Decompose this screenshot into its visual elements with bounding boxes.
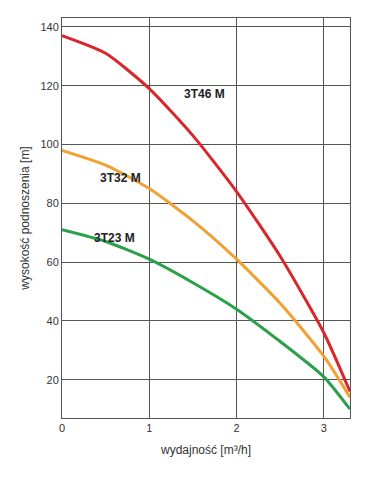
svg-text:0: 0 (59, 422, 65, 434)
svg-text:40: 40 (47, 315, 59, 327)
svg-text:wysokość podnoszenia [m]: wysokość podnoszenia [m] (18, 146, 32, 290)
svg-text:3T23 M: 3T23 M (94, 231, 135, 245)
svg-text:1: 1 (146, 422, 152, 434)
svg-text:80: 80 (47, 197, 59, 209)
svg-text:100: 100 (40, 138, 58, 150)
svg-text:20: 20 (47, 374, 59, 386)
svg-text:3: 3 (321, 422, 327, 434)
svg-text:140: 140 (40, 21, 58, 33)
svg-text:2: 2 (233, 422, 239, 434)
svg-text:3T46 M: 3T46 M (184, 87, 225, 101)
svg-text:120: 120 (40, 80, 58, 92)
svg-text:3T32 M: 3T32 M (100, 171, 141, 185)
svg-text:wydajność [m³/h]: wydajność [m³/h] (160, 443, 251, 457)
svg-text:60: 60 (47, 256, 59, 268)
